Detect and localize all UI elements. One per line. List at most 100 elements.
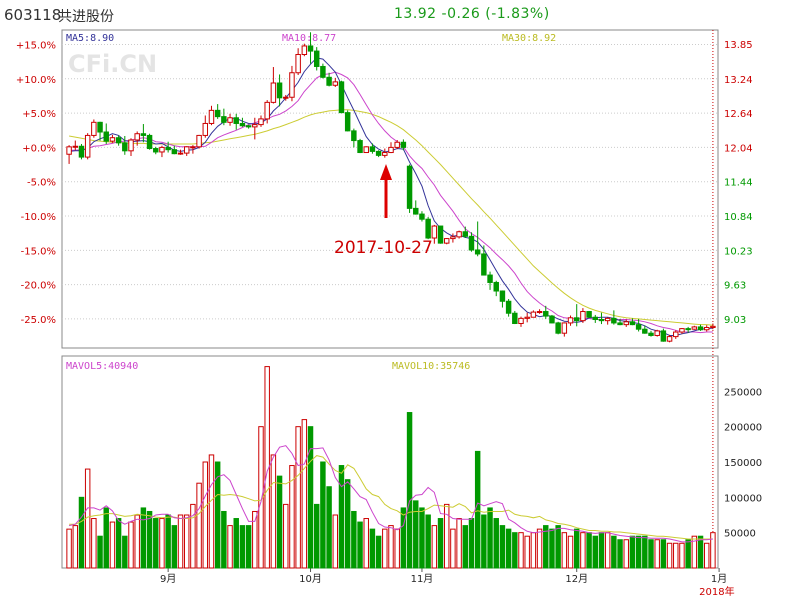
volume-bar (530, 532, 537, 569)
candle-body (468, 235, 475, 251)
candle-body (338, 81, 345, 114)
candle-body (400, 141, 407, 148)
price-change-pct: (-1.83%) (485, 6, 550, 22)
volume-bar (159, 518, 165, 569)
volume-bar (109, 521, 116, 569)
volume-bar (357, 521, 363, 569)
date-annotation: 2017-10-27 (334, 238, 433, 258)
volume-bar (697, 535, 704, 569)
candle-body (165, 146, 171, 151)
volume-bar (351, 510, 357, 569)
candle-body (239, 122, 246, 127)
volume-bar (710, 532, 716, 569)
candle-body (153, 148, 159, 153)
candle-body (499, 290, 506, 302)
y-right-tick-label: 12.04 (724, 143, 753, 154)
volume-bar (252, 510, 258, 569)
y-right-tick-label: 10.84 (724, 212, 753, 223)
candle-body (202, 122, 209, 136)
candle-body (375, 150, 382, 156)
candle-body (425, 218, 431, 239)
volume-bar (171, 525, 178, 569)
candle-body (363, 146, 369, 154)
volume-bar (115, 518, 122, 569)
volume-bar (431, 525, 438, 569)
candle-body (369, 146, 376, 152)
candle-body (518, 317, 524, 324)
candle-body (598, 319, 605, 322)
volume-bar (307, 426, 314, 569)
volume-bar (666, 542, 673, 569)
candle-body (679, 328, 685, 333)
candle-body (84, 134, 91, 158)
volume-bar (140, 507, 147, 569)
candle-body (567, 317, 574, 324)
candle-body (221, 116, 227, 123)
volume-tick-label: 50000 (724, 529, 756, 540)
candle-body (419, 213, 425, 220)
candle-body (78, 145, 85, 158)
volume-bar (196, 482, 202, 569)
volume-bar (474, 450, 481, 569)
volume-bar (177, 514, 184, 569)
price-value: 13.92 (394, 6, 437, 22)
candle-body (586, 311, 592, 318)
candle-body (264, 101, 270, 120)
candle-body (505, 300, 512, 314)
y-right-tick-label: 10.23 (724, 247, 753, 258)
volume-bar (462, 525, 469, 569)
volume-bar (481, 514, 487, 569)
volume-bar (375, 535, 382, 569)
volume-bar (134, 514, 140, 569)
volume-bar (592, 535, 599, 569)
candle-body (462, 231, 469, 237)
ma30-legend: MA30:8.92 (502, 33, 557, 44)
volume-bar (512, 532, 518, 569)
ma30-line (69, 109, 713, 326)
year-label: 2018年 (699, 585, 734, 598)
mavol10-legend: MAVOL10:35746 (392, 361, 471, 372)
y-right-tick-label: 12.64 (724, 109, 753, 120)
volume-bar (437, 518, 444, 569)
volume-bar (505, 528, 512, 569)
candle-body (437, 225, 444, 244)
volume-bar (567, 535, 574, 569)
candle-body (301, 45, 308, 56)
price-quote: 13.92 -0.26 (-1.83%) (394, 6, 550, 22)
candle-body (592, 316, 599, 321)
volume-bar (202, 461, 209, 569)
candle-body (555, 322, 561, 334)
volume-bar (450, 528, 456, 569)
mavol5-legend: MAVOL5:40940 (66, 361, 139, 372)
y-left-tick-label: -15.0% (21, 246, 56, 257)
candle-body (648, 332, 654, 336)
candle-body (406, 165, 413, 209)
volume-tick-label: 100000 (724, 493, 762, 504)
candle-body (140, 133, 147, 136)
candle-body (115, 137, 122, 144)
ma5-legend: MA5:8.90 (66, 33, 115, 44)
volume-bar (703, 542, 710, 569)
candle-body (456, 231, 462, 238)
candle-body (543, 311, 549, 317)
volume-bar (320, 461, 326, 569)
volume-bar (617, 539, 623, 569)
candle-body (146, 134, 153, 150)
price-change: -0.26 (441, 6, 481, 22)
stock-name: 共进股份 (58, 9, 114, 25)
candle-body (512, 312, 518, 324)
mavol5-line (68, 445, 713, 543)
volume-bar (344, 479, 351, 569)
y-right-tick-label: 9.63 (724, 281, 746, 292)
candle-body (357, 140, 363, 154)
volume-bar (549, 528, 555, 569)
volume-bar (623, 539, 629, 569)
volume-bar (103, 507, 109, 569)
candle-body (536, 311, 543, 314)
volume-bar (573, 528, 580, 569)
candle-body (97, 121, 103, 133)
volume-bar (642, 535, 648, 569)
volume-bar (239, 525, 246, 569)
volume-bar (78, 496, 85, 569)
candle-body (481, 253, 487, 276)
